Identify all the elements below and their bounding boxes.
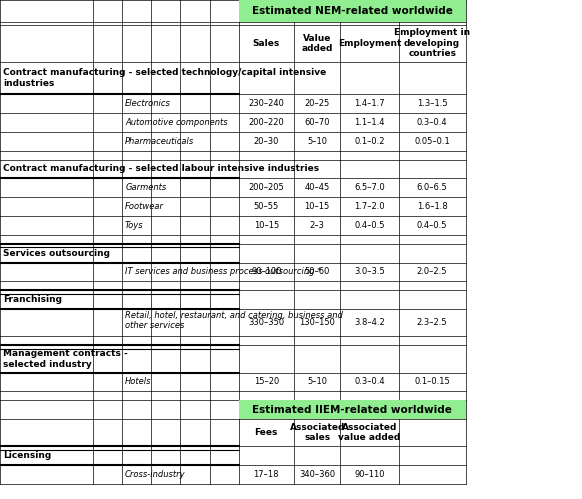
Text: 200–220: 200–220 <box>249 118 284 127</box>
Text: 5–10: 5–10 <box>307 377 327 386</box>
Text: Toys: Toys <box>125 221 144 230</box>
Text: 17–18: 17–18 <box>254 470 279 479</box>
Text: 3.8–4.2: 3.8–4.2 <box>354 318 385 327</box>
Text: Franchising: Franchising <box>3 295 62 304</box>
Text: Cross-industry: Cross-industry <box>125 470 186 479</box>
Text: 330–350: 330–350 <box>248 318 285 327</box>
Text: Automotive components: Automotive components <box>125 118 228 127</box>
Text: 340–360: 340–360 <box>299 470 335 479</box>
Text: 40–45: 40–45 <box>304 183 330 192</box>
Text: Estimated NEM-related worldwide: Estimated NEM-related worldwide <box>251 6 453 16</box>
Text: Footwear: Footwear <box>125 202 164 211</box>
Text: Value
added: Value added <box>301 33 333 53</box>
Text: 15–20: 15–20 <box>254 377 279 386</box>
Text: Employment: Employment <box>338 39 401 48</box>
Text: 0.3–0.4: 0.3–0.4 <box>354 377 385 386</box>
Text: Estimated IIEM-related worldwide: Estimated IIEM-related worldwide <box>252 405 452 415</box>
Text: 2–3: 2–3 <box>310 221 325 230</box>
Text: 60–70: 60–70 <box>304 118 330 127</box>
Text: 2.0–2.5: 2.0–2.5 <box>417 267 448 276</box>
Text: 0.4–0.5: 0.4–0.5 <box>354 221 385 230</box>
Text: Hotels: Hotels <box>125 377 152 386</box>
Text: Electronics: Electronics <box>125 99 171 108</box>
Bar <box>239 400 466 419</box>
Text: 90–100: 90–100 <box>251 267 282 276</box>
Text: 130–150: 130–150 <box>299 318 335 327</box>
Text: Fees: Fees <box>254 428 278 437</box>
Text: Sales: Sales <box>253 39 280 48</box>
Text: 1.3–1.5: 1.3–1.5 <box>417 99 448 108</box>
Text: 0.05–0.1: 0.05–0.1 <box>414 137 450 146</box>
Text: 0.4–0.5: 0.4–0.5 <box>417 221 448 230</box>
Text: Employment in
developing
countries: Employment in developing countries <box>394 28 470 58</box>
Bar <box>239 0 466 22</box>
Text: 0.1–0.2: 0.1–0.2 <box>354 137 385 146</box>
Text: 1.1–1.4: 1.1–1.4 <box>354 118 385 127</box>
Text: 20–25: 20–25 <box>304 99 330 108</box>
Text: 6.5–7.0: 6.5–7.0 <box>354 183 385 192</box>
Text: 50–55: 50–55 <box>254 202 279 211</box>
Text: 3.0–3.5: 3.0–3.5 <box>354 267 385 276</box>
Text: 2.3–2.5: 2.3–2.5 <box>417 318 448 327</box>
Text: Management contracts -
selected industry: Management contracts - selected industry <box>3 349 127 369</box>
Text: 10–15: 10–15 <box>254 221 279 230</box>
Text: 230–240: 230–240 <box>249 99 284 108</box>
Text: 0.1–0.15: 0.1–0.15 <box>414 377 450 386</box>
Text: 20–30: 20–30 <box>254 137 279 146</box>
Text: Services outsourcing: Services outsourcing <box>3 249 110 257</box>
Text: 90–110: 90–110 <box>354 470 385 479</box>
Text: 6.0–6.5: 6.0–6.5 <box>417 183 448 192</box>
Text: 10–15: 10–15 <box>304 202 330 211</box>
Text: 1.7–2.0: 1.7–2.0 <box>354 202 385 211</box>
Text: 50–60: 50–60 <box>304 267 330 276</box>
Text: Contract manufacturing - selected technology/capital intensive
industries: Contract manufacturing - selected techno… <box>3 68 326 88</box>
Text: Contract manufacturing - selected labour intensive industries: Contract manufacturing - selected labour… <box>3 165 319 174</box>
Text: Garments: Garments <box>125 183 166 192</box>
Text: 5–10: 5–10 <box>307 137 327 146</box>
Text: Associated
sales: Associated sales <box>289 423 345 443</box>
Text: Licensing: Licensing <box>3 451 51 460</box>
Text: Retail, hotel, restaurant, and catering, business and
other services: Retail, hotel, restaurant, and catering,… <box>125 311 343 330</box>
Text: Pharmaceuticals: Pharmaceuticals <box>125 137 194 146</box>
Text: 1.4–1.7: 1.4–1.7 <box>354 99 385 108</box>
Text: 200–205: 200–205 <box>249 183 284 192</box>
Text: 0.3–0.4: 0.3–0.4 <box>417 118 448 127</box>
Text: 1.6–1.8: 1.6–1.8 <box>417 202 448 211</box>
Text: IT services and business process outsourcing *: IT services and business process outsour… <box>125 267 321 276</box>
Text: Associated
value added: Associated value added <box>339 423 400 443</box>
